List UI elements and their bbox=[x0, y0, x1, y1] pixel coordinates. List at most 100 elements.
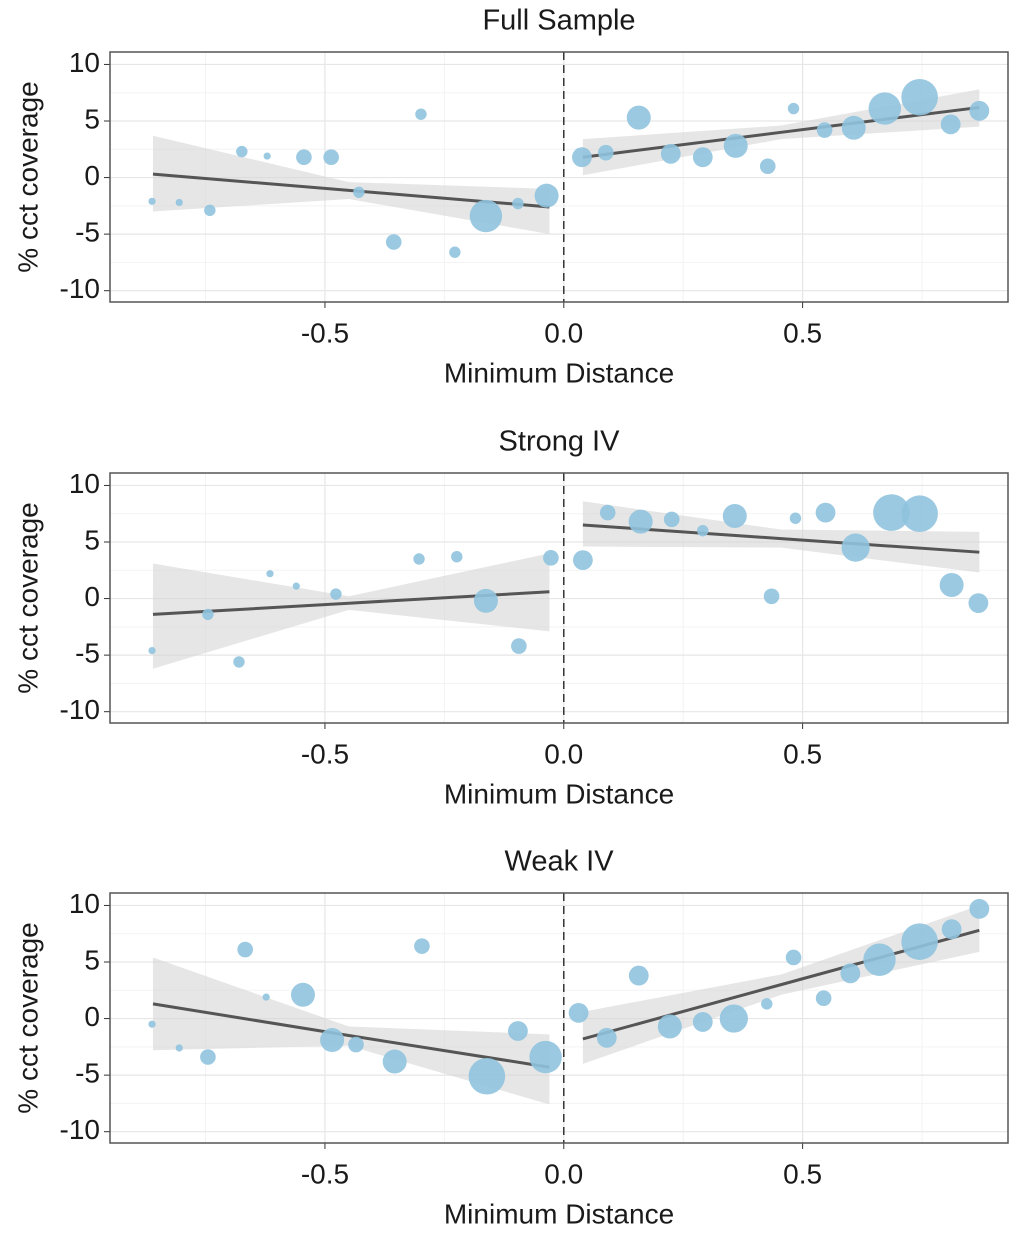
point bbox=[722, 503, 747, 528]
point bbox=[330, 588, 342, 600]
point bbox=[320, 1028, 345, 1053]
point bbox=[660, 143, 681, 164]
point bbox=[202, 608, 214, 621]
point bbox=[873, 494, 910, 531]
point bbox=[449, 246, 461, 258]
y-tick-label: -5 bbox=[75, 1058, 100, 1089]
panel: -0.5 0.0 0.5 -10 -5 0 5 10 Full Sample Minimum Di… bbox=[12, 5, 1009, 388]
point bbox=[969, 898, 990, 919]
point bbox=[290, 982, 315, 1007]
y-tick-label: 10 bbox=[69, 468, 100, 499]
point bbox=[628, 509, 653, 534]
point bbox=[785, 949, 802, 966]
point bbox=[840, 963, 861, 984]
point bbox=[233, 656, 245, 668]
point bbox=[568, 1003, 589, 1023]
y-tick-label: -10 bbox=[60, 1114, 100, 1145]
y-tick-label: 0 bbox=[84, 581, 100, 612]
y-tick-label: -5 bbox=[75, 217, 100, 248]
y-tick-label: -10 bbox=[60, 273, 100, 304]
point bbox=[204, 204, 216, 217]
point bbox=[628, 965, 649, 986]
point bbox=[940, 114, 961, 135]
y-tick-label: 0 bbox=[84, 1001, 100, 1032]
chart-title: Weak IV bbox=[504, 846, 614, 878]
y-axis-label: % cct coverage bbox=[12, 922, 43, 1113]
panel: -0.5 0.0 0.5 -10 -5 0 5 10 Strong IV Minimum Dist… bbox=[12, 426, 1009, 809]
point bbox=[292, 582, 300, 590]
point bbox=[789, 512, 802, 524]
point bbox=[692, 147, 713, 168]
point bbox=[385, 234, 402, 250]
point bbox=[841, 115, 866, 140]
point bbox=[543, 550, 559, 566]
point bbox=[451, 551, 463, 563]
point bbox=[723, 133, 748, 158]
y-tick-label: -10 bbox=[60, 694, 100, 725]
y-axis-label: % cct coverage bbox=[12, 502, 43, 693]
point bbox=[901, 78, 938, 116]
point bbox=[348, 1036, 364, 1053]
point bbox=[692, 1012, 713, 1032]
point bbox=[841, 533, 870, 562]
panel: -0.5 0.0 0.5 -10 -5 0 5 10 Weak IV Minimum Distan… bbox=[12, 846, 1009, 1229]
point bbox=[512, 197, 524, 210]
plot-border bbox=[109, 892, 1009, 1144]
point bbox=[414, 938, 430, 954]
point bbox=[511, 638, 527, 654]
point bbox=[175, 1044, 183, 1052]
x-axis-label: Minimum Distance bbox=[444, 1198, 674, 1229]
point bbox=[148, 197, 156, 205]
x-axis-label: Minimum Distance bbox=[444, 357, 674, 388]
y-tick-label: 0 bbox=[84, 160, 100, 191]
point bbox=[657, 1014, 682, 1039]
x-tick-label: 0.0 bbox=[544, 317, 583, 348]
fit-line bbox=[152, 1002, 550, 1069]
point bbox=[759, 158, 776, 175]
y-tick-label: 5 bbox=[84, 944, 100, 975]
x-tick-label: 0.0 bbox=[544, 1158, 583, 1189]
point bbox=[473, 588, 498, 613]
x-tick-label: -0.5 bbox=[301, 317, 349, 348]
point bbox=[148, 1020, 156, 1028]
point bbox=[263, 152, 271, 160]
x-tick-label: -0.5 bbox=[301, 1158, 349, 1189]
point bbox=[968, 593, 989, 613]
point bbox=[469, 199, 503, 233]
point bbox=[761, 998, 773, 1010]
point bbox=[815, 502, 836, 523]
point bbox=[413, 553, 425, 565]
point bbox=[236, 145, 248, 158]
point bbox=[863, 943, 896, 976]
confidence-band bbox=[152, 957, 550, 1105]
point bbox=[353, 186, 365, 198]
point bbox=[815, 990, 832, 1007]
point bbox=[266, 570, 274, 578]
point bbox=[508, 1021, 528, 1041]
point bbox=[599, 504, 616, 521]
point bbox=[148, 647, 156, 655]
point bbox=[901, 923, 938, 960]
confidence-band bbox=[152, 553, 550, 669]
confidence-band bbox=[582, 501, 980, 573]
point bbox=[296, 149, 312, 166]
y-tick-label: -5 bbox=[75, 638, 100, 669]
x-tick-label: 0.0 bbox=[544, 738, 583, 769]
point bbox=[529, 1040, 562, 1074]
point bbox=[626, 105, 651, 130]
x-tick-label: -0.5 bbox=[301, 738, 349, 769]
plot-border bbox=[109, 51, 1009, 303]
point bbox=[939, 572, 964, 597]
y-tick-label: 10 bbox=[69, 888, 100, 919]
point bbox=[901, 495, 938, 533]
fit-line bbox=[582, 105, 980, 159]
point bbox=[816, 122, 833, 138]
point bbox=[572, 550, 593, 571]
plot-border bbox=[109, 472, 1009, 724]
point bbox=[237, 941, 253, 958]
x-axis-label: Minimum Distance bbox=[444, 778, 674, 809]
y-axis-label: % cct coverage bbox=[12, 81, 43, 272]
x-tick-label: 0.5 bbox=[783, 1158, 822, 1189]
chart-title: Strong IV bbox=[499, 426, 621, 458]
